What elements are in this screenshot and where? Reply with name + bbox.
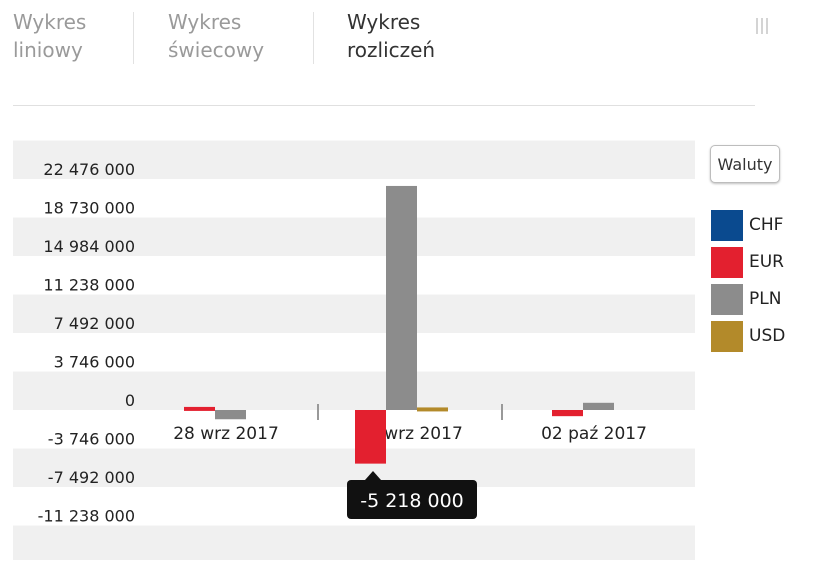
legend-label: EUR — [749, 252, 784, 272]
value-tooltip: -5 218 000 — [347, 471, 477, 519]
legend-swatch — [711, 284, 743, 315]
bar-eur-1 — [355, 410, 386, 464]
grid-band — [13, 140, 695, 179]
bars — [184, 185, 614, 464]
tab-divider — [133, 12, 134, 64]
y-tick-label: 18 730 000 — [43, 199, 135, 218]
bar-pln-1 — [386, 185, 417, 410]
x-tick-label: 02 paź 2017 — [541, 424, 647, 444]
grid-band — [13, 525, 695, 560]
bar-pln-2 — [583, 402, 614, 410]
tooltip-layer: -5 218 000 — [347, 471, 477, 519]
bar-usd-1 — [417, 407, 448, 412]
legend-label: PLN — [749, 289, 782, 309]
y-tick-label: 0 — [125, 391, 135, 410]
legend-label: USD — [749, 326, 786, 346]
y-tick-label: 7 492 000 — [54, 314, 135, 333]
tabs-underline — [13, 105, 755, 106]
y-tick-label: 3 746 000 — [54, 353, 135, 372]
legend-swatch — [711, 210, 743, 241]
tooltip-box — [347, 480, 477, 519]
bar-eur-0 — [184, 406, 215, 411]
y-tick-label: -11 238 000 — [38, 507, 135, 526]
settlement-chart: 22 476 000 18 730 000 14 984 000 11 238 000… — [13, 140, 695, 560]
y-tick-label: -7 492 000 — [48, 468, 135, 487]
y-tick-label: 11 238 000 — [43, 276, 135, 295]
menu-icon[interactable] — [756, 18, 770, 34]
legend-swatch — [711, 247, 743, 278]
tab-divider — [313, 12, 314, 64]
y-tick-label: 14 984 000 — [43, 237, 135, 256]
grid-band — [13, 371, 695, 410]
tooltip-text: -5 218 000 — [360, 490, 464, 512]
grid-band — [13, 217, 695, 256]
legend-swatch — [711, 321, 743, 352]
tab-candlestick-chart[interactable]: Wykres świecowy — [168, 10, 265, 62]
bar-pln-0 — [215, 410, 246, 420]
currencies-button[interactable]: Waluty — [710, 145, 780, 183]
y-tick-label: 22 476 000 — [43, 160, 135, 179]
chart-type-tabs: Wykres liniowy Wykres świecowy Wykres ro… — [0, 0, 768, 108]
bar-eur-2 — [552, 410, 583, 417]
tooltip-pointer — [365, 471, 381, 480]
legend-label: CHF — [749, 215, 784, 235]
x-tick-label: 28 wrz 2017 — [173, 424, 279, 444]
y-axis: 22 476 000 18 730 000 14 984 000 11 238 000… — [38, 160, 135, 526]
tab-line-chart[interactable]: Wykres liniowy — [13, 10, 87, 62]
grid-band — [13, 294, 695, 333]
tab-settlement-chart[interactable]: Wykres rozliczeń — [347, 10, 436, 62]
y-tick-label: -3 746 000 — [48, 430, 135, 449]
